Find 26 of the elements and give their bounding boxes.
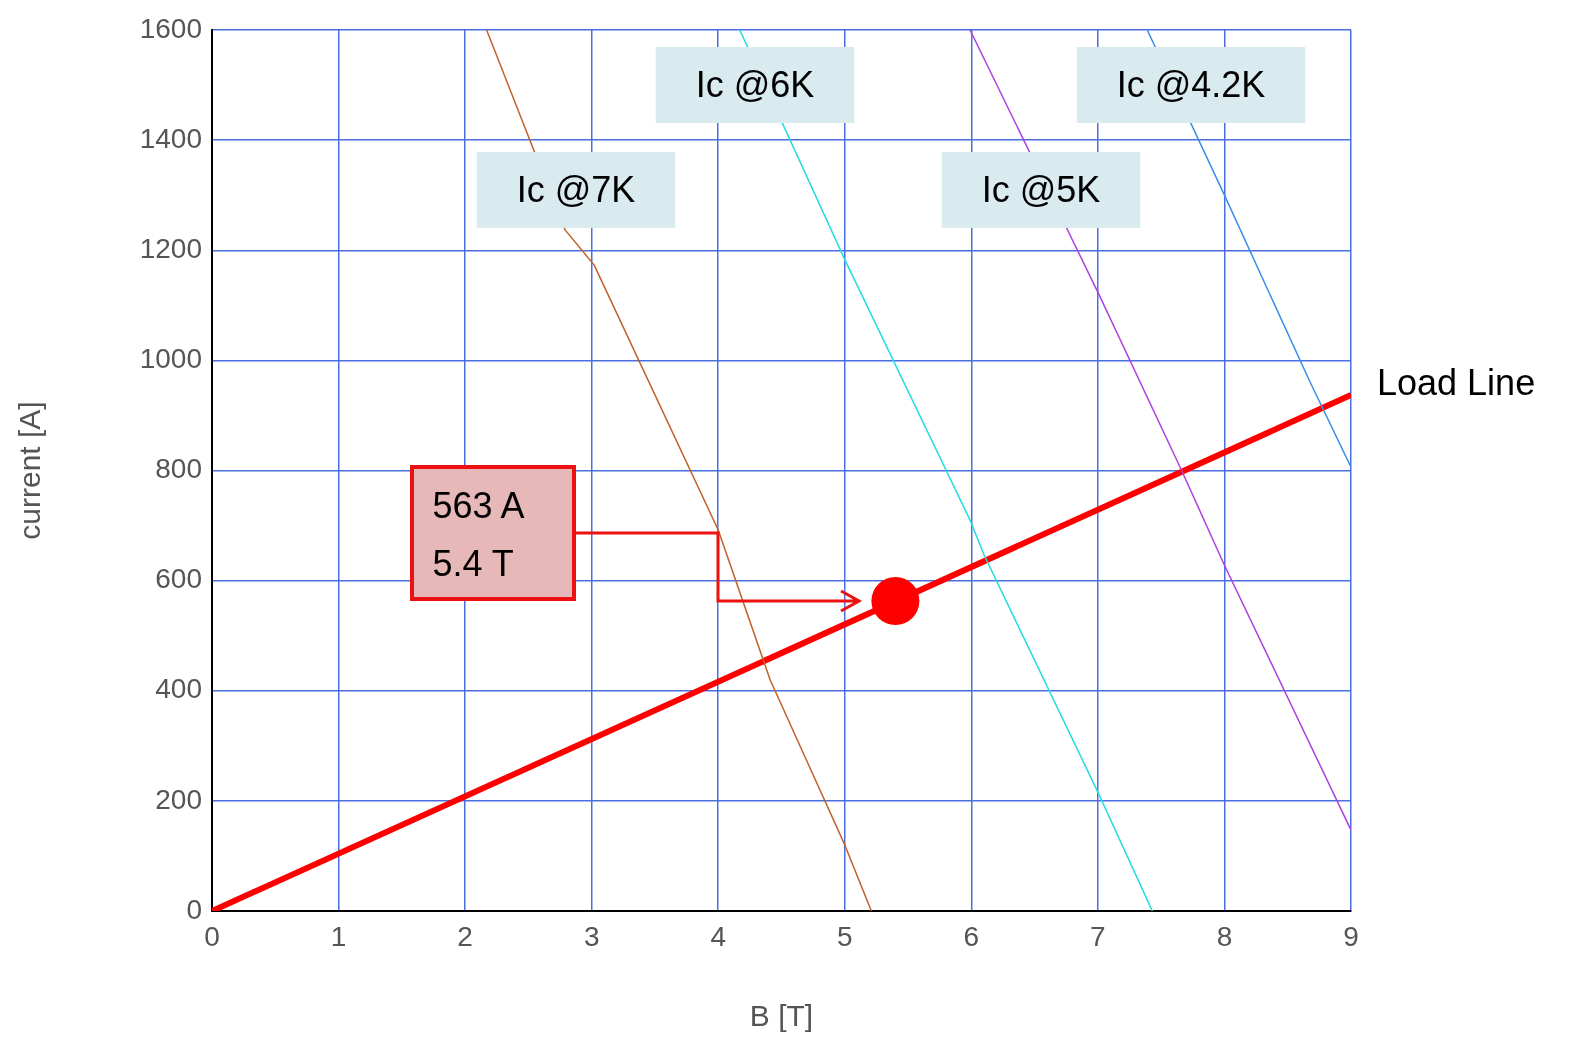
annotation: Ic @4.2K	[1116, 63, 1266, 105]
x-tick-label: 8	[1216, 920, 1233, 952]
x-tick-label: 4	[710, 920, 727, 952]
annotation: 563 A 5.4 T	[410, 464, 577, 601]
y-tick-label: 600	[155, 563, 202, 595]
annotation: Ic @7K	[516, 168, 636, 210]
y-tick-label: 400	[155, 673, 202, 705]
annotation: Load Line	[1377, 361, 1536, 403]
y-axis-title: current [A]	[13, 401, 47, 540]
x-tick-label: 6	[963, 920, 980, 952]
y-tick-label: 200	[155, 783, 202, 815]
y-tick-label: 1600	[139, 12, 202, 44]
x-tick-label: 5	[836, 920, 853, 952]
annotation: Ic @5K	[981, 168, 1101, 210]
x-tick-label: 7	[1090, 920, 1106, 952]
x-axis-title: B [T]	[749, 999, 814, 1033]
annotation: Ic @6K	[695, 63, 815, 105]
y-tick-label: 800	[155, 453, 202, 485]
y-tick-label: 1400	[139, 122, 202, 154]
x-tick-label: 1	[330, 920, 347, 952]
y-tick-label: 1200	[139, 232, 202, 264]
x-tick-label: 3	[583, 920, 600, 952]
y-tick-label: 1000	[139, 343, 202, 375]
y-tick-label: 0	[186, 893, 202, 925]
x-tick-label: 2	[457, 920, 473, 952]
x-tick-label: 9	[1343, 920, 1359, 952]
